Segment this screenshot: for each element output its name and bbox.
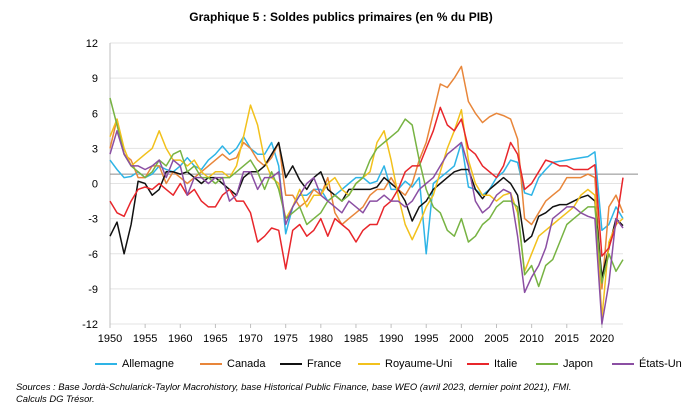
x-axis: 1950 1955 1960 1965 1970 1975 1980 1985 1990 1995… (98, 324, 614, 345)
x-tick-label: 1975 (273, 333, 297, 345)
x-tick-label: 1960 (168, 333, 192, 345)
legend-label: États-Unis (639, 358, 682, 370)
y-tick-label: 12 (86, 38, 98, 50)
y-tick-label: 0 (92, 179, 98, 191)
legend-item: France (280, 358, 341, 370)
legend-swatch (467, 363, 489, 365)
y-tick-label: -9 (88, 284, 98, 296)
legend-item: Canada (200, 358, 266, 370)
legend-swatch (612, 363, 634, 365)
y-tick-label: -6 (88, 249, 98, 261)
x-tick-label: 1995 (414, 333, 438, 345)
x-tick-label: 2010 (519, 333, 543, 345)
y-tick-label: 3 (92, 143, 98, 155)
series-line-canada (109, 65, 624, 290)
legend-item: Royaume-Uni (358, 358, 452, 370)
sources-line-2: Calculs DG Trésor. (16, 393, 95, 404)
series-line-italie (109, 106, 624, 270)
x-tick-label: 2015 (555, 333, 579, 345)
legend: Allemagne Canada France Royaume-Uni Italie Ja… (95, 358, 682, 376)
series-line-royaume-uni (109, 104, 624, 319)
legend-label: Canada (227, 358, 266, 370)
y-tick-label: -3 (88, 214, 98, 226)
legend-item: Allemagne (95, 358, 174, 370)
legend-swatch (536, 363, 558, 365)
series-lines (109, 65, 624, 325)
legend-swatch (95, 363, 117, 365)
legend-label: Royaume-Uni (385, 358, 453, 370)
legend-swatch (358, 363, 380, 365)
legend-label: France (307, 358, 342, 370)
legend-label: Japon (563, 358, 593, 370)
series-line-france (109, 141, 624, 278)
x-tick-label: 1980 (309, 333, 333, 345)
x-tick-label: 2000 (449, 333, 473, 345)
legend-swatch (280, 363, 302, 365)
chart-title: Graphique 5 : Soldes publics primaires (… (189, 10, 493, 24)
series-line-japon (109, 97, 624, 288)
gridlines (109, 42, 623, 325)
y-axis: 12 9 6 3 0 -3 -6 -9 -12 (82, 38, 98, 331)
legend-label: Italie (494, 358, 518, 370)
x-tick-label: 1955 (133, 333, 157, 345)
legend-swatch (200, 363, 222, 365)
sources-line-1: Sources : Base Jordà-Schularick-Taylor M… (16, 381, 572, 392)
sources-note: Sources : Base Jordà-Schularick-Taylor M… (16, 381, 676, 405)
x-tick-label: 1970 (238, 333, 262, 345)
y-tick-label: 6 (92, 108, 98, 120)
series-line-etats-unis (109, 130, 624, 325)
x-tick-label: 1965 (203, 333, 227, 345)
x-tick-label: 1990 (379, 333, 403, 345)
x-tick-label: 2005 (484, 333, 508, 345)
line-chart: 12 9 6 3 0 -3 -6 -9 -12 1950 1955 1960 1965 1970 1975… (82, 38, 638, 345)
legend-item: Italie (467, 358, 517, 370)
legend-label: Allemagne (122, 358, 174, 370)
x-tick-label: 1950 (98, 333, 122, 345)
legend-item: Japon (536, 358, 593, 370)
y-tick-label: -12 (82, 319, 98, 331)
y-tick-label: 9 (92, 73, 98, 85)
legend-item: États-Unis (612, 358, 682, 370)
x-tick-label: 1985 (344, 333, 368, 345)
x-tick-label: 2020 (590, 333, 614, 345)
